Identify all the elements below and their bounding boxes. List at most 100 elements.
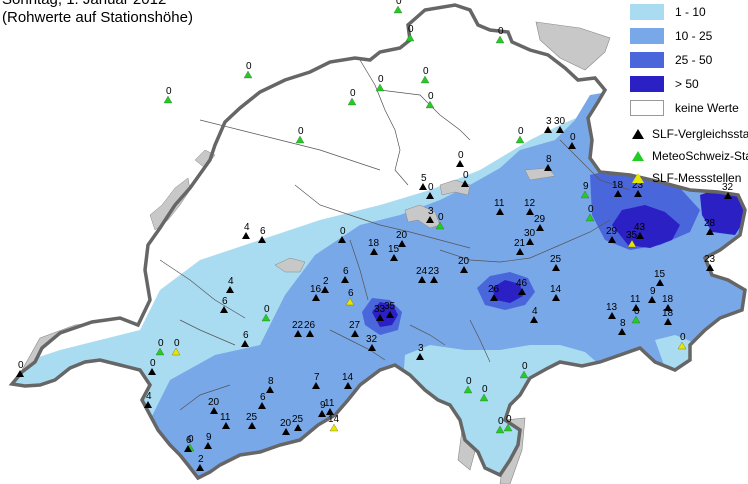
station-marker: 22 <box>292 320 304 337</box>
black-triangle-icon <box>544 164 552 171</box>
legend-swatch <box>630 28 664 44</box>
station-marker: 6 <box>345 288 355 306</box>
station-value: 20 <box>458 256 470 267</box>
station-value: 0 <box>458 150 464 161</box>
legend-label: keine Werte <box>675 101 739 115</box>
station-marker: 13 <box>606 302 618 319</box>
black-triangle-icon <box>210 407 218 414</box>
station-value: 6 <box>260 392 266 403</box>
station-marker: 18 <box>368 238 380 255</box>
station-value: 43 <box>634 222 646 233</box>
black-triangle-icon <box>618 328 626 335</box>
station-value: 30 <box>554 116 566 127</box>
station-marker: 11 <box>324 398 335 415</box>
black-triangle-icon <box>496 208 504 215</box>
yellow-triangle-icon <box>677 341 687 350</box>
station-value: 32 <box>366 334 378 345</box>
black-triangle-icon <box>418 276 426 283</box>
station-value: 0 <box>570 132 576 143</box>
station-value: 0 <box>634 306 640 317</box>
canton-borders <box>159 59 631 411</box>
station-marker: 7 <box>312 372 320 389</box>
yellow-triangle-icon <box>345 297 355 306</box>
legend-swatch <box>630 76 664 92</box>
station-marker: 9 <box>318 400 326 417</box>
station-value: 0 <box>264 304 270 315</box>
station-value: 18 <box>662 294 674 305</box>
station-value: 46 <box>516 278 528 289</box>
black-triangle-icon <box>204 442 212 449</box>
station-value: 0 <box>428 182 434 193</box>
station-marker: 3 <box>416 343 424 360</box>
station-value: 6 <box>348 288 354 299</box>
station-marker: 18 <box>612 180 624 197</box>
black-triangle-icon <box>608 312 616 319</box>
green-triangle-icon <box>495 35 505 44</box>
station-value: 3 <box>418 343 424 354</box>
station-value: 0 <box>340 226 346 237</box>
legend-label: 25 - 50 <box>675 53 713 67</box>
black-triangle-icon <box>294 424 302 431</box>
station-value: 9 <box>206 432 212 443</box>
black-triangle-icon <box>144 401 152 408</box>
station-value: 0 <box>466 376 472 387</box>
black-triangle-icon <box>552 264 560 271</box>
black-triangle-icon <box>416 353 424 360</box>
station-marker: 32 <box>366 334 378 351</box>
green-triangle-icon <box>435 221 445 230</box>
station-value: 3 <box>546 116 552 127</box>
station-value: 0 <box>498 416 504 427</box>
station-value: 0 <box>506 414 512 425</box>
station-value: 0 <box>463 170 469 181</box>
station-value: 14 <box>328 414 340 425</box>
black-triangle-icon <box>242 232 250 239</box>
station-marker: 0 <box>347 88 357 106</box>
green-triangle-icon <box>503 423 513 432</box>
black-triangle-icon <box>368 344 376 351</box>
green-triangle-icon <box>479 393 489 402</box>
black-triangle-icon <box>386 311 394 318</box>
station-marker: 0 <box>479 384 489 402</box>
station-value: 29 <box>534 214 546 225</box>
station-marker: 0 <box>426 182 434 199</box>
black-triangle-icon <box>664 318 672 325</box>
station-marker: 11 <box>630 294 641 311</box>
black-triangle-icon <box>636 232 644 239</box>
station-value: 24 <box>416 266 428 277</box>
station-marker: 9 <box>580 181 590 199</box>
station-value: 11 <box>220 412 231 423</box>
station-marker: 0 <box>435 212 445 230</box>
station-marker: 6 <box>220 296 228 313</box>
map-title-date: Sonntag, 1. Januar 2012 <box>2 0 166 8</box>
station-marker: 8 <box>618 318 626 335</box>
station-value: 33 <box>374 304 386 315</box>
legend-label: 10 - 25 <box>675 29 713 43</box>
black-triangle-icon <box>419 183 427 190</box>
station-marker: 0 <box>677 332 687 350</box>
station-value: 0 <box>158 338 164 349</box>
station-value: 25 <box>246 412 258 423</box>
station-value: 12 <box>524 198 536 209</box>
station-marker: 0 <box>461 170 469 187</box>
station-value: 35 <box>384 301 396 312</box>
station-marker: 32 <box>722 182 734 199</box>
black-triangle-icon <box>390 254 398 261</box>
station-marker: 0 <box>261 304 271 322</box>
station-value: 0 <box>438 212 444 223</box>
station-marker: 0 <box>515 126 525 144</box>
black-triangle-icon <box>530 316 538 323</box>
station-marker: 12 <box>524 198 536 215</box>
black-triangle-icon <box>426 216 434 223</box>
station-marker: 9 <box>648 286 656 303</box>
station-value: 6 <box>222 296 228 307</box>
black-triangle-icon <box>664 304 672 311</box>
station-value: 0 <box>522 361 528 372</box>
black-triangle-icon <box>312 294 320 301</box>
station-value: 25 <box>550 254 562 265</box>
station-value: 20 <box>396 230 408 241</box>
station-value: 2 <box>198 454 204 465</box>
black-triangle-icon <box>248 422 256 429</box>
lake-thun <box>274 257 306 273</box>
station-marker: 2 <box>321 276 329 293</box>
